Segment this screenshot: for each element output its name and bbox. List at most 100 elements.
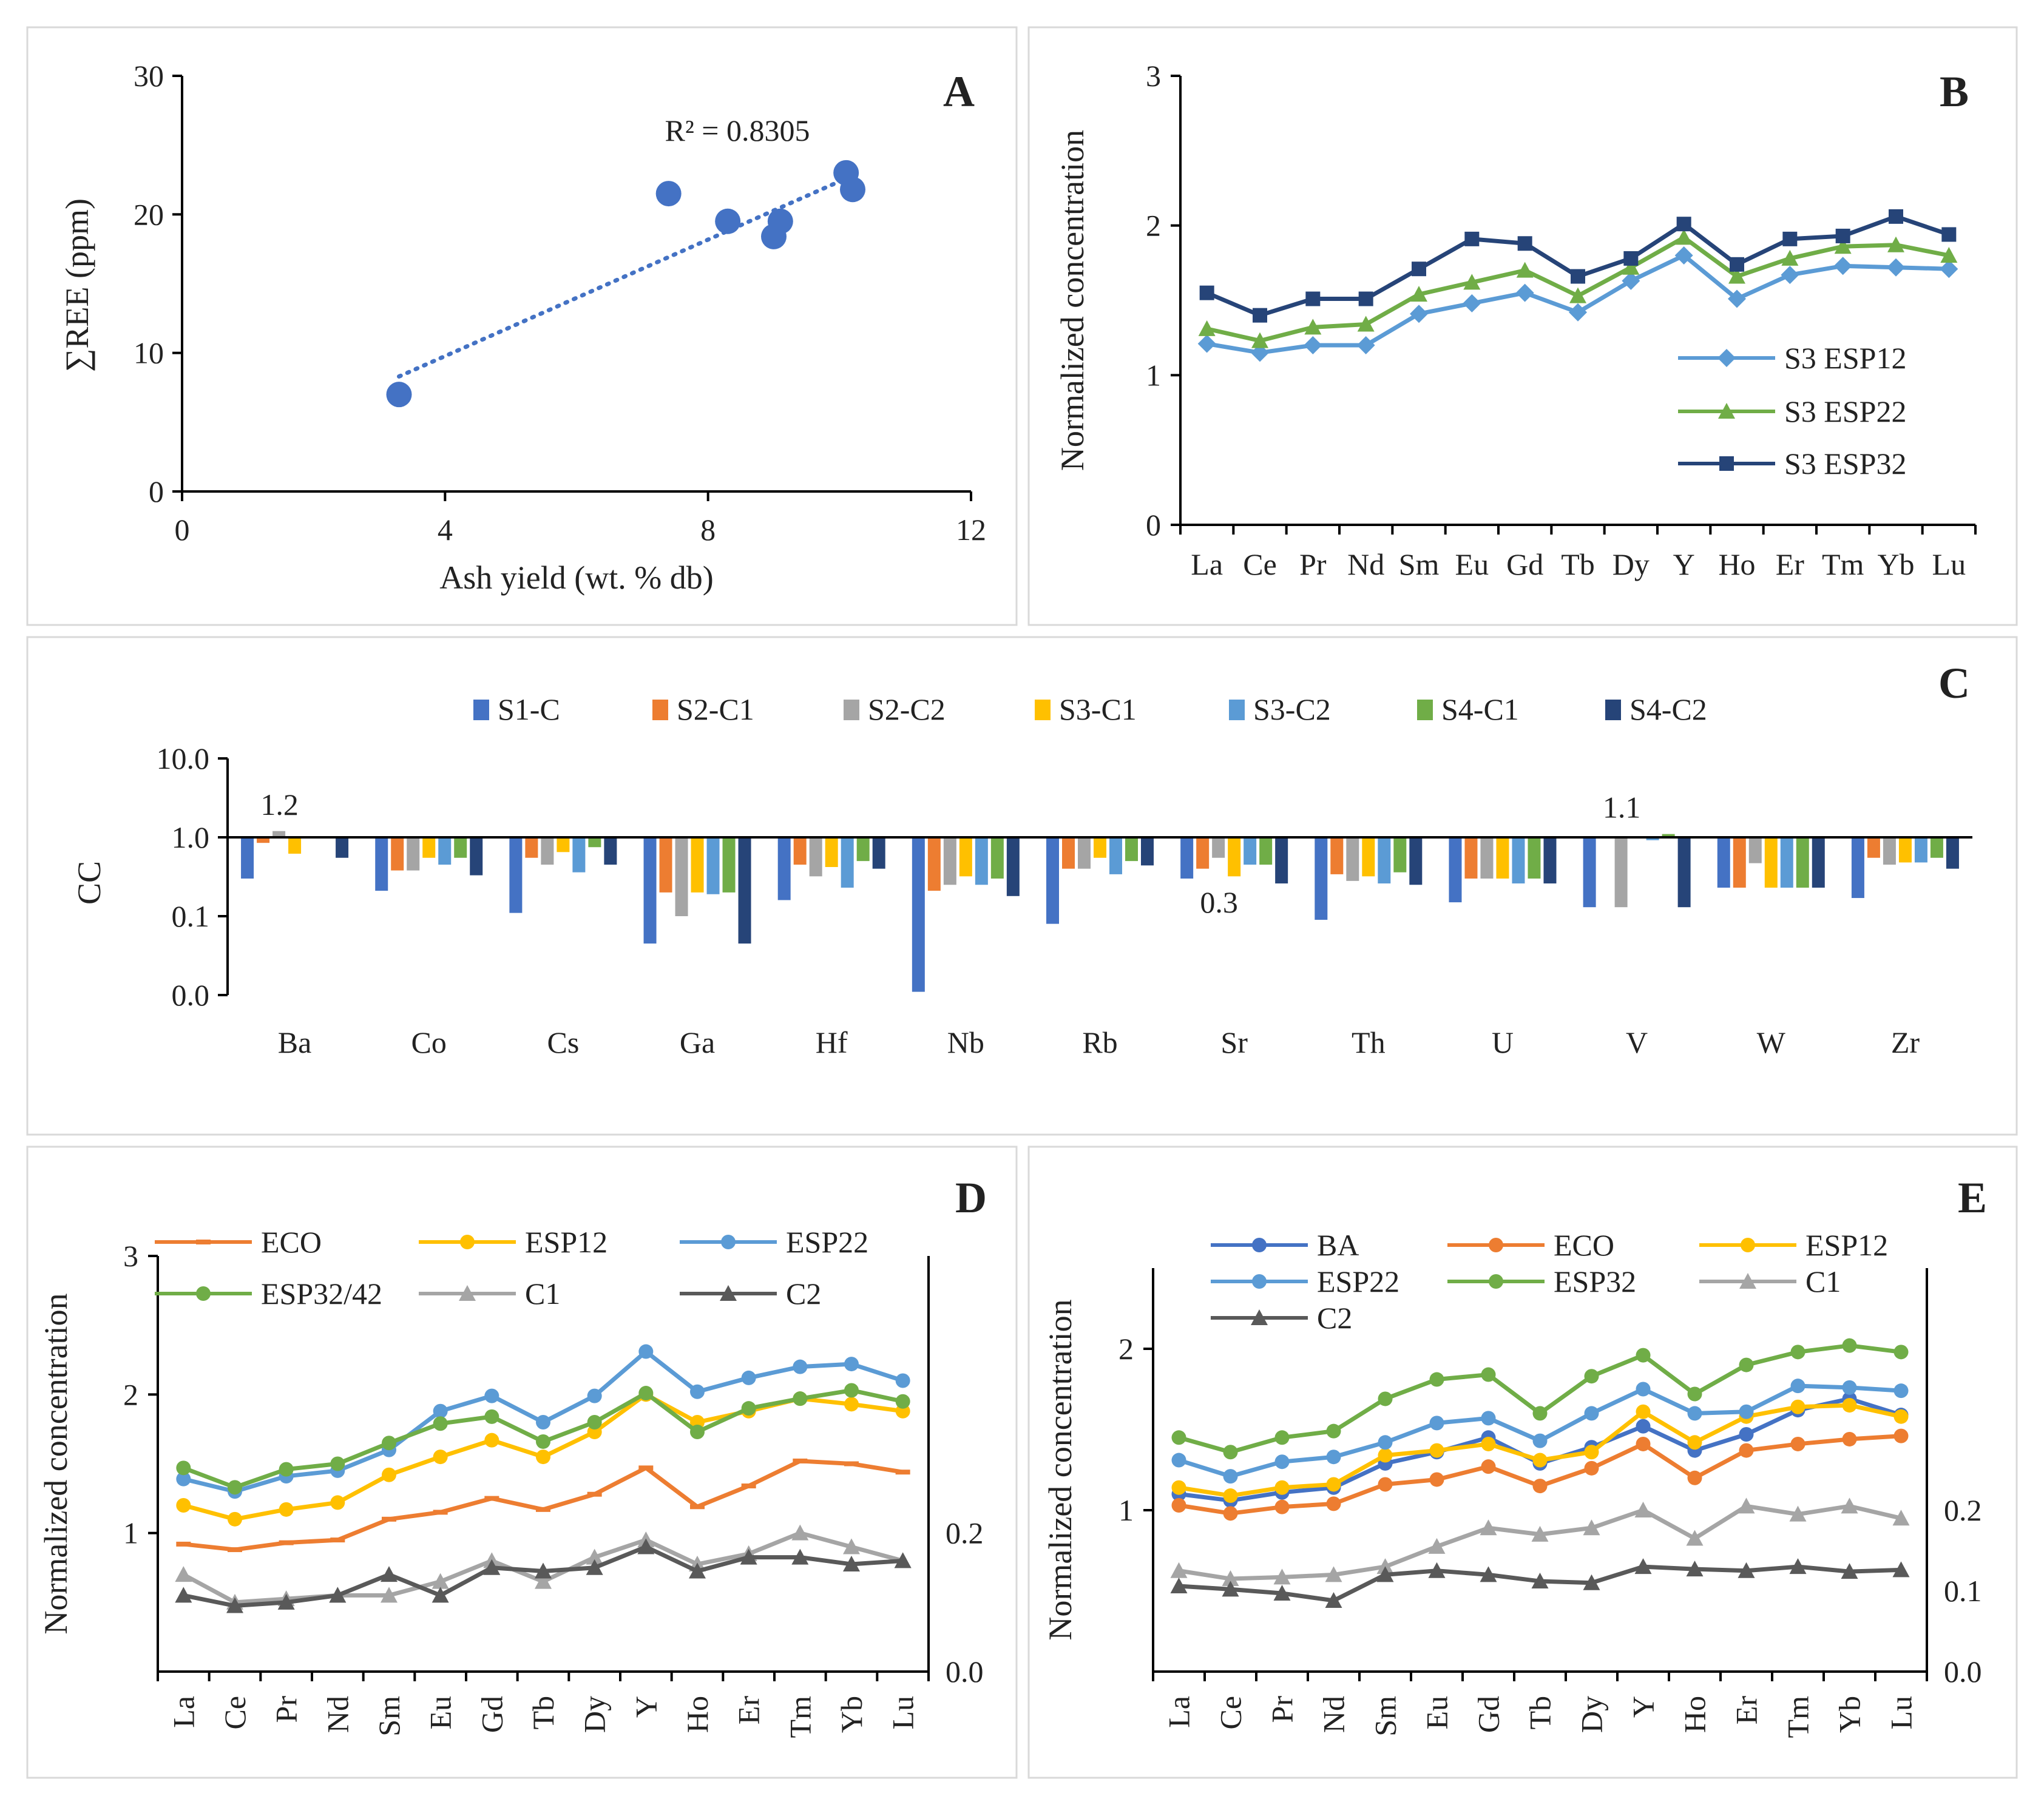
- x-tick-label: Ce: [218, 1696, 252, 1730]
- data-point-esp22: [1532, 1433, 1548, 1448]
- data-point-c2: [277, 1593, 295, 1610]
- data-point-esp22: [1326, 1450, 1341, 1465]
- data-point-esp32-42: [638, 1386, 654, 1401]
- x-tick-label: Tb: [1561, 547, 1595, 581]
- data-point-esp32: [1274, 1430, 1290, 1445]
- x-tick-label: Gd: [1472, 1696, 1506, 1733]
- legend-marker-c1: [459, 1285, 476, 1301]
- legend-swatch-s4-c2: [1605, 700, 1621, 720]
- data-point-s3-esp22: [1569, 287, 1586, 303]
- data-point-s3-esp32: [1412, 262, 1426, 277]
- legend-label-esp12: ESP12: [1805, 1228, 1888, 1262]
- legend-swatch-s3-c2: [1229, 700, 1245, 720]
- bar-s3-c2-w: [1780, 837, 1793, 888]
- x-tick-label: Nd: [1317, 1696, 1351, 1733]
- x-tick-label: Ho: [1718, 547, 1755, 581]
- data-point-s3-esp22: [1251, 332, 1268, 348]
- bar-annotation: 0.3: [1200, 885, 1238, 919]
- x-tick-label: Tm: [783, 1696, 817, 1738]
- panel-b-frame: [1027, 26, 2018, 626]
- legend-marker-esp12: [460, 1235, 475, 1249]
- y-tick-label: 0: [149, 474, 164, 508]
- data-point-s3-esp32: [1623, 251, 1639, 266]
- data-point-c2: [1170, 1578, 1188, 1594]
- data-point-c2: [1531, 1573, 1549, 1589]
- data-point-c2: [1428, 1562, 1446, 1578]
- data-point-s3-esp12: [1251, 343, 1269, 362]
- x-tick-label: Ho: [1678, 1696, 1712, 1733]
- data-point-esp32: [1687, 1386, 1702, 1402]
- data-point-eco: [1223, 1506, 1238, 1521]
- data-point-eco: [1326, 1496, 1341, 1511]
- data-point-esp22: [844, 1357, 859, 1372]
- data-point-esp12: [382, 1467, 396, 1482]
- data-point-esp22: [1790, 1379, 1805, 1394]
- data-point-s3-esp32: [1199, 285, 1214, 300]
- x-tick-label: Y: [629, 1696, 663, 1718]
- bar-s3-c1-ga: [691, 837, 704, 893]
- data-point-c1: [1428, 1537, 1446, 1554]
- data-point-c2: [1738, 1562, 1755, 1578]
- bar-s2-c1-nb: [927, 837, 941, 891]
- x-tick-label: W: [1757, 1025, 1786, 1059]
- y-tick-label: 0.0: [172, 978, 210, 1012]
- y-tick-label: 2: [1146, 209, 1161, 243]
- data-point-s3-esp22: [1675, 229, 1693, 245]
- data-point-esp22: [1429, 1416, 1444, 1431]
- x-tick-label: Ce: [1214, 1696, 1248, 1730]
- data-point-c2: [535, 1562, 552, 1579]
- data-point-s3-esp32: [1835, 228, 1850, 243]
- r-squared-annotation: R² = 0.8305: [665, 113, 810, 147]
- legend-marker-c2: [1251, 1309, 1268, 1325]
- bar-s3-c2-zr: [1914, 837, 1927, 863]
- x-tick-label: Dy: [578, 1696, 612, 1733]
- legend-label-ba: BA: [1317, 1228, 1359, 1262]
- x-tick-label: 4: [438, 513, 453, 547]
- data-point-c2: [431, 1587, 449, 1603]
- data-point-eco: [1584, 1460, 1599, 1476]
- data-point-s3-esp22: [1728, 268, 1745, 284]
- x-tick-label: Yb: [834, 1696, 868, 1733]
- data-point-esp32: [1481, 1367, 1496, 1382]
- x-tick-label: Tm: [1822, 547, 1864, 581]
- x-tick-label: Yb: [1833, 1696, 1867, 1733]
- data-point-esp12: [1636, 1404, 1651, 1419]
- data-point-c1: [381, 1587, 398, 1603]
- x-tick-label: La: [1191, 547, 1223, 581]
- data-point-c2: [1480, 1566, 1497, 1582]
- legend-marker-s3-esp22: [1718, 403, 1735, 419]
- legend-label-c1: C1: [1805, 1264, 1841, 1298]
- panel-a-frame: [26, 26, 1018, 626]
- y-tick-label: 3: [123, 1239, 138, 1273]
- data-point-esp32: [1429, 1372, 1444, 1387]
- x-tick-label: Er: [1730, 1696, 1764, 1725]
- x-tick-label: Sm: [1399, 547, 1440, 581]
- data-point-c1: [1170, 1562, 1188, 1578]
- x-tick-label: Y: [1626, 1696, 1660, 1718]
- data-point-s3-esp12: [1622, 271, 1640, 290]
- data-point-c2: [740, 1548, 757, 1565]
- panel-label: C: [1938, 659, 1970, 707]
- data-point-c1: [1789, 1505, 1807, 1522]
- bar-s2-c2-sr: [1212, 837, 1225, 858]
- bar-s3-c2-th: [1378, 837, 1391, 884]
- data-point-s3-esp32: [1730, 257, 1744, 272]
- data-point-eco: [484, 1496, 499, 1501]
- bar-s2-c1-ba: [257, 837, 270, 843]
- data-point-eco: [1739, 1443, 1754, 1458]
- bar-s3-c2-rb: [1109, 837, 1122, 874]
- data-point-eco: [741, 1483, 756, 1489]
- data-point-esp32: [1842, 1338, 1857, 1353]
- y-tick-label: 10.0: [157, 741, 210, 775]
- bar-s4-c1-nb: [990, 837, 1004, 879]
- data-point-esp32: [1636, 1348, 1651, 1363]
- data-point-s3-esp32: [1782, 231, 1798, 246]
- data-point-c2: [637, 1538, 655, 1554]
- data-point-c2: [843, 1556, 860, 1572]
- data-point-s3-esp12: [1833, 257, 1852, 275]
- data-point-esp22: [1584, 1406, 1599, 1421]
- data-point-s3-esp12: [1887, 258, 1905, 277]
- data-point-c1: [1376, 1558, 1394, 1575]
- data-point-c2: [791, 1548, 809, 1565]
- bar-s4-c2-rb: [1141, 837, 1154, 866]
